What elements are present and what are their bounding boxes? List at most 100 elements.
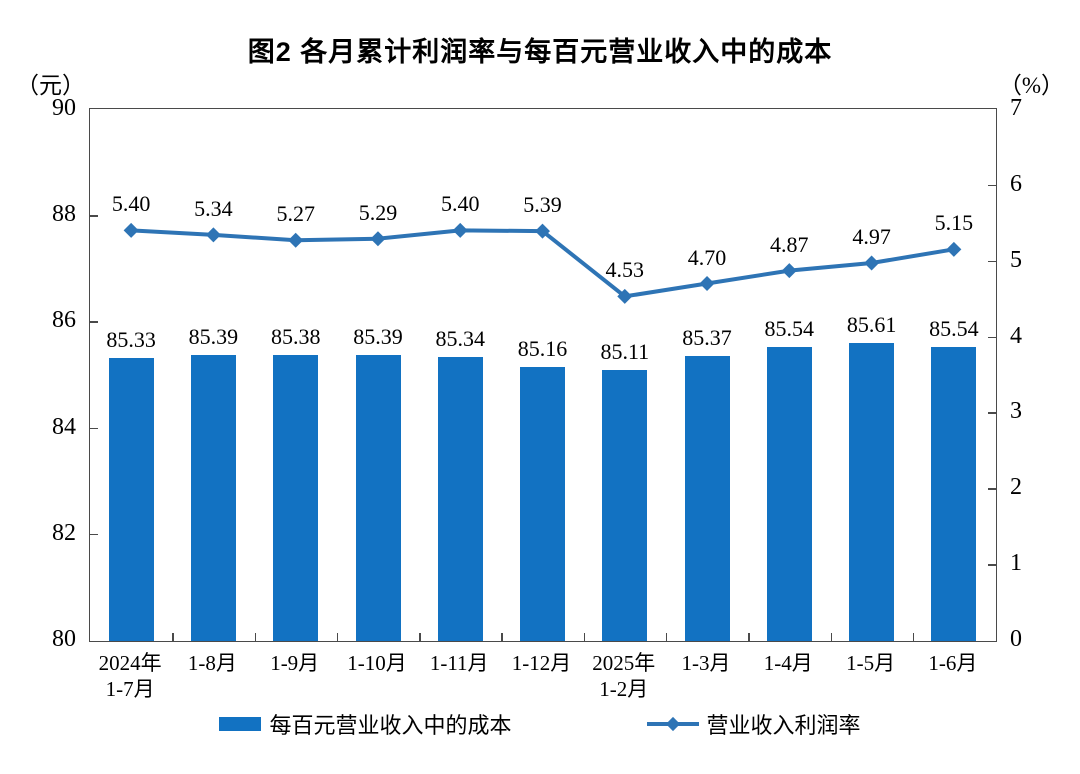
left-axis-tick [90, 321, 98, 323]
bar-series-swatch-icon [219, 717, 262, 731]
left-axis-unit-label: （元） [16, 73, 85, 98]
right-axis-tick [988, 336, 996, 339]
x-axis-tick [583, 633, 586, 641]
line-value-label: 5.27 [276, 201, 315, 227]
left-axis-tick [90, 427, 98, 430]
right-axis-tick-label: 1 [1010, 550, 1022, 577]
bar-1-11月 [437, 357, 483, 641]
line-value-label: 5.40 [111, 191, 151, 217]
x-axis-tick-label: 1-10月 [347, 651, 407, 675]
x-axis-tick-label: 1-5月 [846, 651, 896, 675]
x-axis-tick [254, 633, 256, 641]
diamond-marker [370, 231, 386, 247]
line-value-label: 4.70 [687, 244, 727, 270]
bar-1-3月 [684, 355, 730, 641]
bars-layer [90, 109, 996, 641]
diamond-marker [288, 232, 304, 248]
right-axis-tick-label: 6 [1010, 170, 1022, 197]
data-labels-layer: 85.33 85.39 85.38 85.39 85.34 85.16 85.11 85.37… [90, 109, 996, 641]
bar-1-6月 [931, 346, 977, 641]
line-value-label: 5.15 [934, 210, 974, 236]
plot-area: 85.33 85.39 85.38 85.39 85.34 85.16 85.11 85.37… [89, 108, 997, 642]
left-axis-tick-label: 80 [52, 626, 76, 652]
line-value-label: 4.97 [852, 224, 891, 249]
axis-ticks-layer [90, 109, 996, 641]
right-axis-tick [988, 488, 996, 490]
x-axis-tick-label: 1-8月 [187, 651, 237, 675]
x-axis-tick-label: 1-9月 [270, 651, 320, 675]
line-value-label: 4.53 [605, 257, 645, 283]
x-axis-tick [665, 633, 668, 641]
bar-2024年1-7月 [108, 358, 154, 641]
x-axis-tick [830, 633, 832, 641]
bar-value-label: 85.61 [846, 312, 897, 338]
diamond-marker [699, 275, 715, 291]
legend-label-profit: 营业收入利润率 [706, 713, 861, 738]
x-axis-tick-label: 1-4月 [763, 651, 813, 675]
bar-value-label: 85.54 [764, 315, 815, 341]
x-axis-tick [419, 633, 421, 641]
left-axis-tick-label: 88 [52, 201, 76, 228]
line-series-swatch-icon [646, 716, 699, 732]
x-axis-tick-label: 1-11月 [429, 651, 489, 675]
x-axis-tick [912, 633, 915, 641]
line-value-label: 5.29 [358, 199, 398, 225]
left-axis-tick-label: 86 [52, 307, 76, 334]
left-axis-tick [90, 533, 98, 536]
chart-title: 图2 各月累计利润率与每百元营业收入中的成本 [247, 37, 833, 67]
legend-item-cost: 每百元营业收入中的成本 [219, 708, 512, 740]
bar-1-12月 [520, 367, 565, 641]
right-axis-tick-label: 3 [1010, 398, 1022, 425]
bar-value-label: 85.39 [188, 323, 239, 349]
x-axis-tick [336, 633, 339, 641]
line-value-label: 5.40 [440, 191, 480, 217]
right-axis-tick [988, 260, 996, 263]
bar-value-label: 85.11 [600, 338, 650, 364]
legend: 每百元营业收入中的成本 营业收入利润率 [0, 708, 1080, 740]
right-axis-tick-label: 5 [1010, 246, 1022, 273]
right-axis-tick-label: 0 [1010, 626, 1022, 652]
right-axis-unit-label: （%） [998, 73, 1064, 98]
x-axis-tick [172, 633, 174, 641]
line-value-label: 4.87 [770, 231, 809, 257]
x-axis-tick-label: 1-3月 [681, 651, 731, 675]
right-axis-tick [988, 564, 996, 566]
diamond-marker [123, 222, 139, 238]
line-series-layer [123, 222, 962, 304]
line-value-label: 5.34 [194, 195, 233, 221]
legend-label-cost: 每百元营业收入中的成本 [269, 713, 512, 738]
diamond-marker [617, 288, 633, 304]
line-value-label: 5.39 [523, 192, 562, 218]
x-axis-tick-label: 2024年 1-7月 [98, 651, 162, 701]
x-axis-tick [748, 633, 750, 641]
x-axis-tick-label: 2025年 1-2月 [592, 651, 656, 701]
x-axis-tick-label: 1-12月 [511, 651, 572, 675]
bar-value-label: 85.38 [270, 324, 321, 350]
right-axis-tick [988, 184, 996, 187]
left-axis-tick-label: 84 [52, 413, 76, 440]
diamond-marker [205, 227, 221, 243]
x-axis-tick [501, 633, 503, 641]
x-axis-tick-label: 1-6月 [928, 651, 978, 675]
bar-value-label: 85.54 [929, 315, 979, 341]
left-axis-tick-label: 90 [52, 95, 76, 121]
bar-value-label: 85.39 [353, 323, 403, 349]
left-axis-tick-label: 82 [52, 519, 76, 546]
left-axis-tick [90, 215, 98, 217]
bar-2025年1-2月 [602, 369, 648, 641]
right-axis-tick-label: 4 [1010, 322, 1022, 349]
diamond-marker [946, 241, 962, 257]
legend-item-profit: 营业收入利润率 [646, 708, 861, 740]
bar-1-5月 [849, 343, 895, 641]
bar-1-4月 [766, 346, 812, 641]
bar-1-10月 [355, 354, 401, 641]
bar-1-8月 [190, 354, 236, 641]
bar-value-label: 85.34 [435, 326, 485, 352]
right-axis-tick-label: 7 [1010, 95, 1022, 121]
right-axis-tick [988, 412, 996, 414]
right-axis-tick-label: 2 [1010, 474, 1022, 501]
diamond-marker [781, 263, 797, 279]
bar-value-label: 85.37 [682, 324, 732, 350]
diamond-marker [535, 223, 550, 239]
